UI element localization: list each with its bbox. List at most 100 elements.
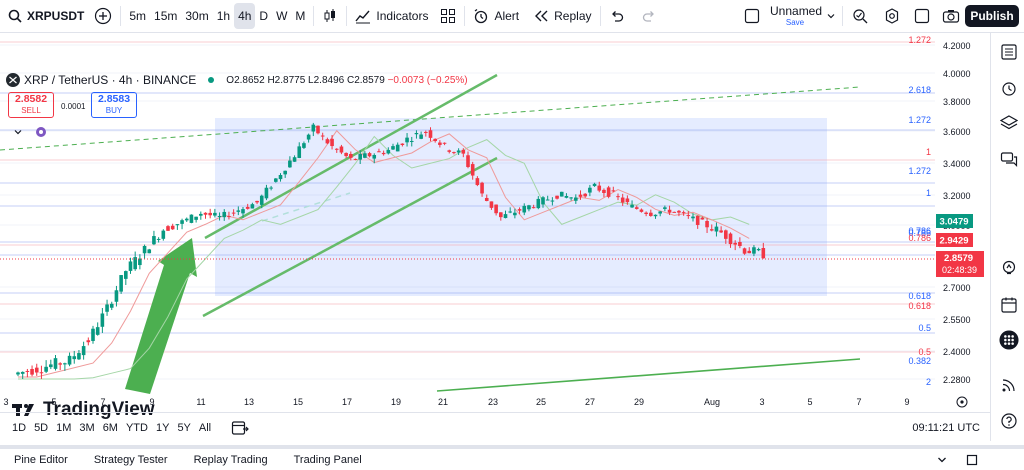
range-1y[interactable]: 1Y xyxy=(155,421,170,434)
candle-up xyxy=(180,220,184,224)
object-tree-button[interactable] xyxy=(999,113,1019,133)
collapse-legend-button[interactable] xyxy=(12,125,24,137)
watchlist-button[interactable] xyxy=(999,42,1019,62)
chats-button[interactable] xyxy=(999,149,1019,169)
list-icon xyxy=(1001,44,1017,60)
calendar-button[interactable] xyxy=(999,295,1019,315)
candle-down xyxy=(700,217,705,220)
chevron-down-icon xyxy=(827,14,835,19)
range-5d[interactable]: 5D xyxy=(34,421,49,434)
maximize-panel-button[interactable] xyxy=(966,454,978,466)
interval-1h[interactable]: 1h xyxy=(216,9,231,23)
tab-trading-panel[interactable]: Trading Panel xyxy=(293,453,362,466)
fullscreen-icon xyxy=(914,8,930,24)
candle-up xyxy=(44,366,48,372)
range-1m[interactable]: 1M xyxy=(56,421,72,434)
collapse-panel-button[interactable] xyxy=(936,454,948,466)
range-ytd[interactable]: YTD xyxy=(125,421,148,434)
interval-w[interactable]: W xyxy=(276,9,288,23)
candle-up xyxy=(714,226,719,232)
calendar-icon xyxy=(1001,297,1017,313)
tab-replay-trading[interactable]: Replay Trading xyxy=(193,453,268,466)
ohlc-change: −0.0073 (−0.25%) xyxy=(387,74,468,86)
xrp-logo-icon xyxy=(6,73,20,87)
layout-name-button[interactable]: Unnamed Save xyxy=(770,5,822,29)
candle-down xyxy=(349,153,353,158)
range-all[interactable]: All xyxy=(198,421,212,434)
interval-5m[interactable]: 5m xyxy=(129,9,147,23)
utc-clock[interactable]: 09:11:21 UTC xyxy=(912,421,980,434)
question-circle-icon xyxy=(1001,413,1017,429)
top-toolbar: XRPUSDT 5m 15m 30m 1h 4h D W M Indicator… xyxy=(0,0,1024,33)
replay-button[interactable]: Replay xyxy=(529,3,595,29)
ideas-button[interactable] xyxy=(999,258,1019,278)
publish-button[interactable]: Publish xyxy=(965,5,1019,27)
legend-title[interactable]: XRP / TetherUS · 4h · BINANCE xyxy=(24,73,197,87)
interval-15m[interactable]: 15m xyxy=(154,9,178,23)
templates-button[interactable] xyxy=(436,3,460,29)
quick-search-button[interactable] xyxy=(848,3,872,29)
time-axis-label: 17 xyxy=(342,397,352,407)
interval-4h[interactable]: 4h xyxy=(234,3,256,29)
symbol-search-button[interactable]: XRPUSDT xyxy=(0,3,90,29)
indicators-button[interactable]: Indicators xyxy=(351,3,432,29)
alerts-button[interactable] xyxy=(999,78,1019,98)
candle-up xyxy=(752,247,756,254)
candle-down xyxy=(606,187,611,197)
layout-checkbox[interactable] xyxy=(740,3,764,29)
apps-grid-icon xyxy=(999,330,1019,350)
range-3m[interactable]: 3M xyxy=(79,421,95,434)
settings-button[interactable] xyxy=(880,3,904,29)
candle-up xyxy=(559,191,564,197)
sell-button[interactable]: 2.8582 SELL xyxy=(8,92,54,118)
candle-down xyxy=(466,155,470,167)
alert-button[interactable]: Alert xyxy=(469,3,523,29)
price-tags: 3.0479 2.9429 2.8579 02:48:39 xyxy=(936,214,984,277)
tab-pine-editor[interactable]: Pine Editor xyxy=(14,453,68,466)
redo-button[interactable] xyxy=(637,3,661,29)
streams-button[interactable] xyxy=(999,375,1019,395)
candle-down xyxy=(499,212,503,218)
apps-button[interactable] xyxy=(999,330,1019,350)
interval-30m[interactable]: 30m xyxy=(185,9,209,23)
trendline-bottom xyxy=(436,358,861,392)
fullscreen-button[interactable] xyxy=(910,3,934,29)
time-axis-label: 25 xyxy=(536,397,546,407)
candle-down xyxy=(433,138,437,142)
indicator-toggle[interactable] xyxy=(35,125,47,137)
candle-up xyxy=(67,355,72,365)
range-5y[interactable]: 5Y xyxy=(177,421,191,434)
buy-button[interactable]: 2.8583 BUY xyxy=(91,92,137,118)
candle-down xyxy=(681,212,686,214)
interval-m[interactable]: M xyxy=(295,9,306,23)
candle-up xyxy=(20,371,25,374)
candle-up xyxy=(419,134,423,139)
candle-up xyxy=(588,187,592,193)
chart-type-button[interactable] xyxy=(318,3,342,29)
tradingview-logo: TradingView xyxy=(12,399,155,421)
goto-date-button[interactable] xyxy=(231,420,249,436)
interval-d[interactable]: D xyxy=(259,9,269,23)
candle-down xyxy=(203,212,208,215)
snapshot-button[interactable] xyxy=(938,3,964,29)
range-6m[interactable]: 6M xyxy=(102,421,118,434)
divider xyxy=(120,6,122,26)
ma-price-tag xyxy=(936,214,973,228)
undo-icon xyxy=(611,11,623,22)
time-axis-settings-icon[interactable] xyxy=(956,396,968,408)
range-1d[interactable]: 1D xyxy=(12,421,27,434)
candle-up xyxy=(222,211,227,218)
help-button[interactable] xyxy=(999,411,1019,431)
candle-up xyxy=(302,143,306,148)
undo-button[interactable] xyxy=(605,3,629,29)
chart-pane[interactable]: 4.20004.00003.80003.60003.40003.20003.00… xyxy=(0,33,990,420)
tab-strategy-tester[interactable]: Strategy Tester xyxy=(93,453,168,466)
candle-down xyxy=(170,225,175,230)
candle-up xyxy=(63,363,67,365)
compare-symbol-button[interactable] xyxy=(90,3,116,29)
time-axis-label: 11 xyxy=(196,397,205,407)
layout-menu-button[interactable] xyxy=(822,3,840,29)
candle-up xyxy=(250,204,255,209)
fib-label: 0.5 xyxy=(918,347,931,357)
price-chart[interactable]: 4.20004.00003.80003.60003.40003.20003.00… xyxy=(0,33,990,411)
